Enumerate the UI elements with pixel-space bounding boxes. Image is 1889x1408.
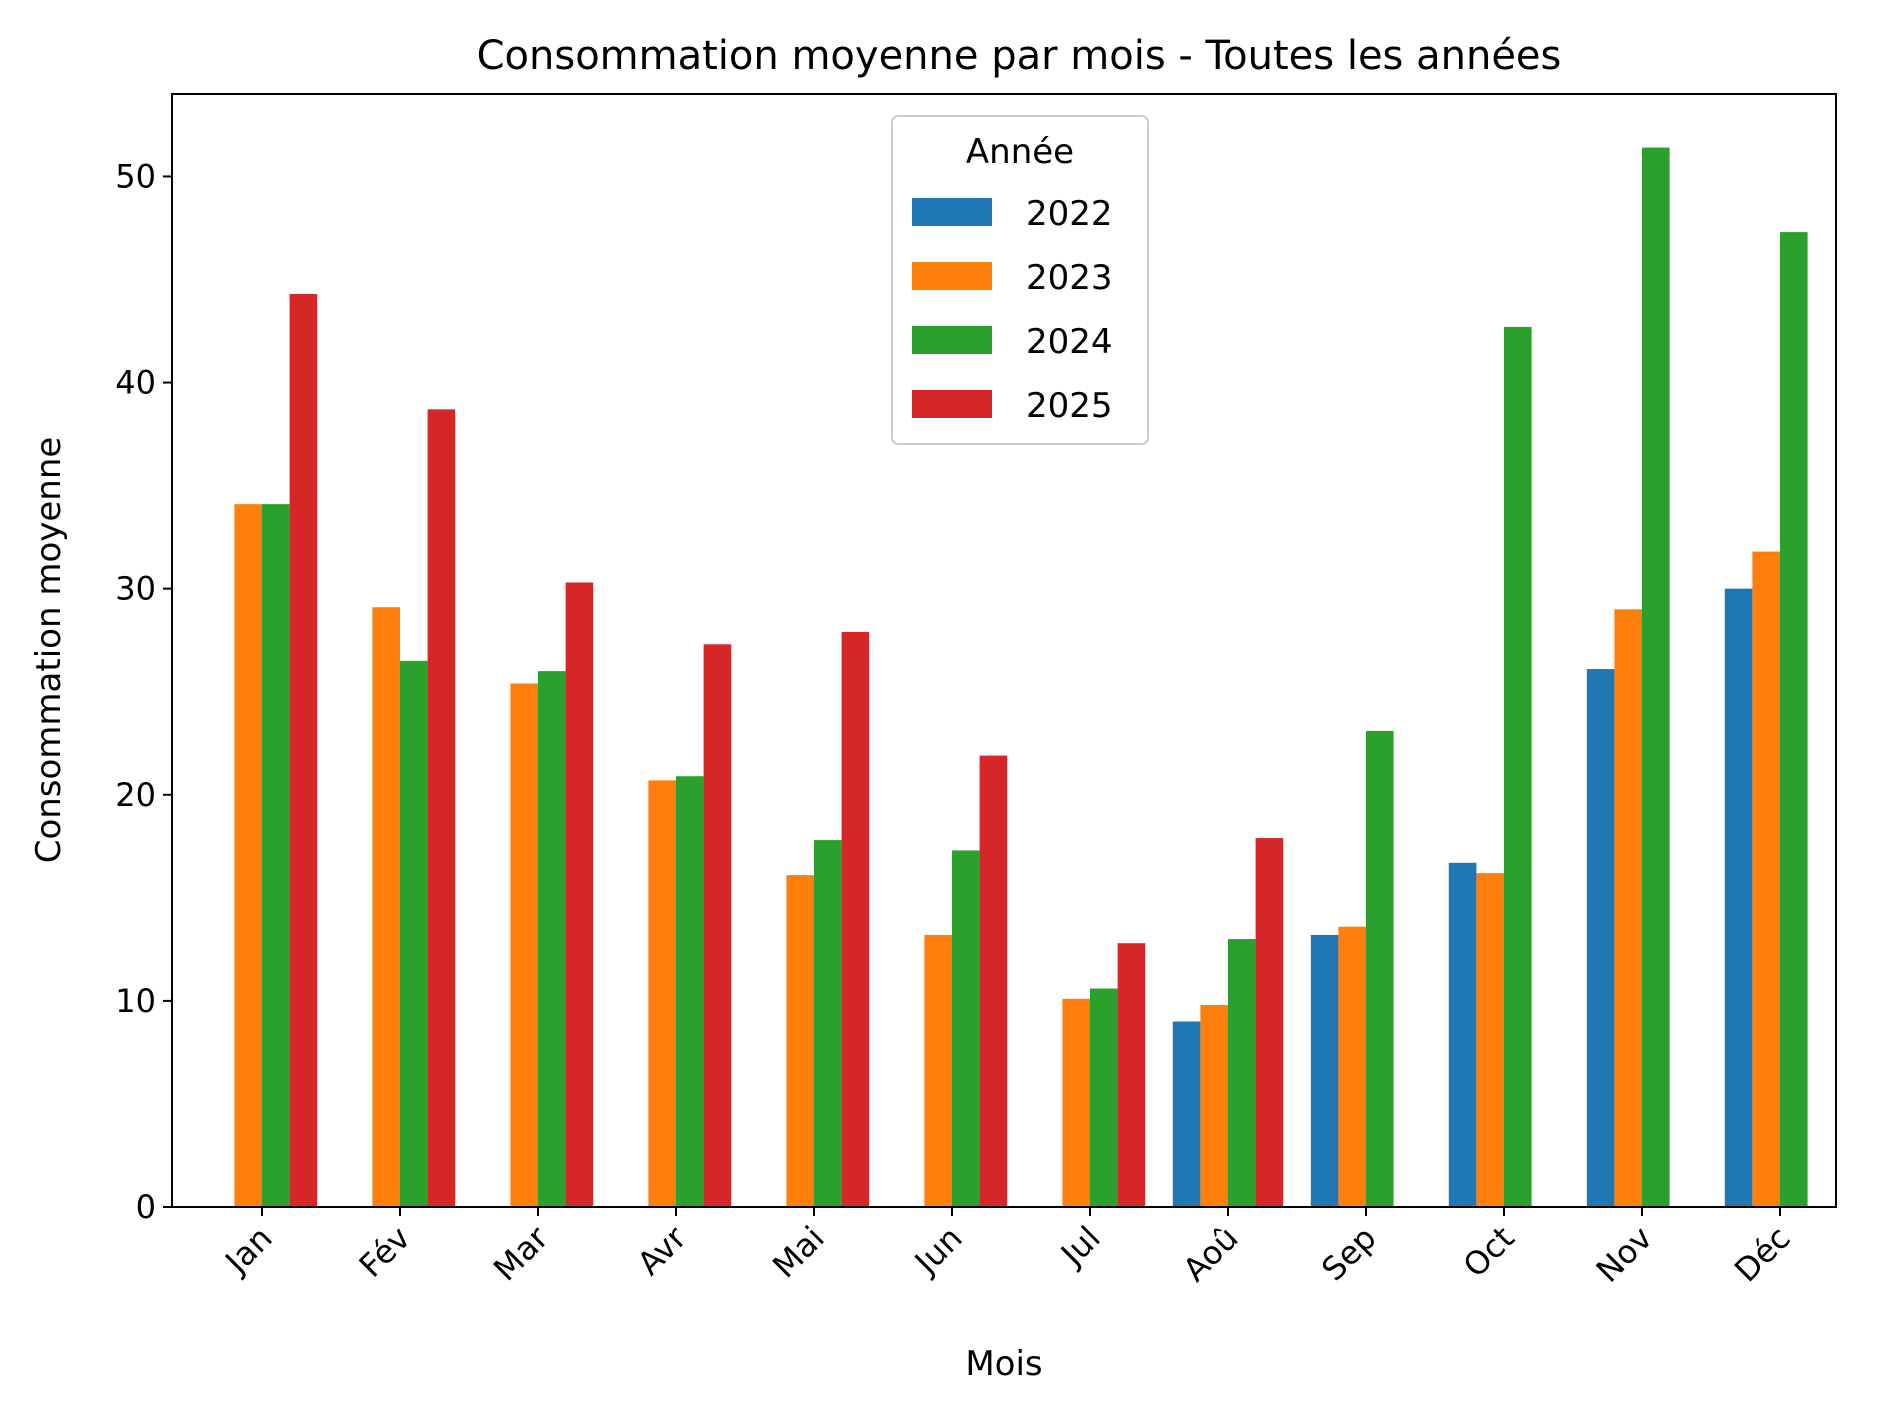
y-axis-ticks: 0 10 20 30 40 50	[115, 157, 172, 1226]
y-tick-label: 0	[136, 1188, 156, 1226]
legend-label-2022: 2022	[1026, 194, 1113, 234]
bar-2025-Aoû	[1255, 838, 1284, 1207]
plot-frame	[171, 93, 1837, 1208]
bar-2024-Sep	[1366, 730, 1394, 1207]
legend[interactable]: Année 2022 2023 2024 2025	[891, 115, 1149, 445]
bar-2025-Jun	[979, 755, 1008, 1207]
bar-2023-Jul	[1062, 998, 1090, 1207]
bar-2024-Avr	[676, 776, 704, 1207]
bar-2024-Oct	[1504, 326, 1532, 1207]
y-tick-label: 40	[115, 364, 156, 402]
bar-2024-Jun	[952, 850, 980, 1207]
bar-2022-Nov	[1586, 669, 1615, 1207]
bar-2022-Sep	[1310, 934, 1339, 1207]
bar-2025-Jan	[289, 293, 318, 1207]
x-axis-label: Mois	[965, 1344, 1042, 1384]
bar-2024-Déc	[1780, 232, 1808, 1208]
bar-2023-Oct	[1476, 873, 1504, 1207]
legend-title: Année	[966, 132, 1074, 172]
bar-2023-Aoû	[1200, 1005, 1228, 1207]
bar-2022-Déc	[1724, 588, 1753, 1207]
chart-title: Consommation moyenne par mois - Toutes l…	[477, 33, 1562, 79]
bar-2023-Jun	[924, 934, 952, 1207]
y-tick-label: 20	[115, 776, 156, 814]
bar-2024-Aoû	[1228, 939, 1256, 1207]
legend-swatch-2023	[912, 262, 992, 290]
legend-label-2024: 2024	[1026, 322, 1113, 362]
bar-2024-Nov	[1642, 147, 1670, 1208]
bar-2024-Mar	[538, 671, 566, 1207]
legend-label-2023: 2023	[1026, 258, 1113, 298]
bar-2025-Mar	[565, 582, 594, 1207]
bar-2024-Mai	[814, 840, 842, 1207]
legend-swatch-2025	[912, 390, 992, 418]
bar-2025-Avr	[703, 644, 732, 1207]
bars-group	[234, 147, 1808, 1208]
bar-2023-Nov	[1614, 609, 1642, 1207]
bar-2023-Mai	[786, 875, 814, 1207]
bar-2023-Sep	[1338, 926, 1366, 1207]
y-tick-label: 10	[115, 982, 156, 1020]
legend-swatch-2024	[912, 326, 992, 354]
y-tick-label: 50	[115, 157, 156, 195]
y-tick-label: 30	[115, 570, 156, 608]
legend-swatch-2022	[912, 198, 992, 226]
legend-label-2025: 2025	[1026, 386, 1113, 426]
bar-2023-Avr	[648, 780, 676, 1207]
bar-2024-Fév	[400, 660, 428, 1207]
legend-items: 2022 2023 2024 2025	[912, 194, 1113, 426]
bar-2025-Jul	[1117, 943, 1146, 1207]
bar-2023-Déc	[1752, 551, 1780, 1207]
y-axis-label: Consommation moyenne	[29, 437, 69, 864]
bar-2023-Fév	[372, 607, 400, 1207]
bar-2022-Aoû	[1172, 1021, 1201, 1207]
bar-2022-Oct	[1448, 862, 1477, 1207]
bar-2023-Jan	[234, 504, 262, 1207]
bar-2024-Jan	[262, 504, 290, 1207]
bar-2024-Jul	[1090, 988, 1118, 1207]
bar-2023-Mar	[510, 683, 538, 1207]
bar-2025-Mai	[841, 631, 870, 1207]
bar-2025-Fév	[427, 409, 456, 1208]
